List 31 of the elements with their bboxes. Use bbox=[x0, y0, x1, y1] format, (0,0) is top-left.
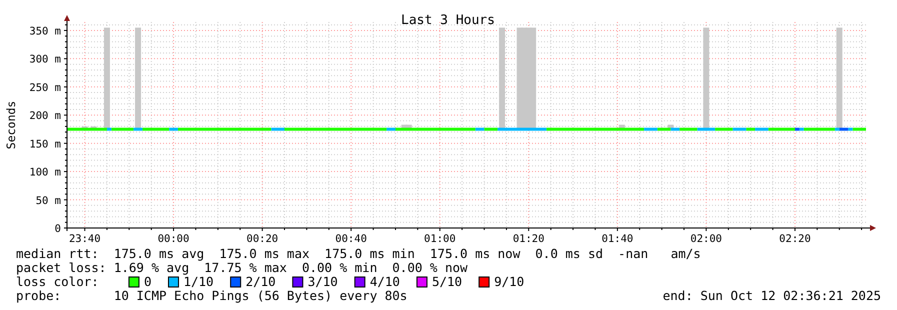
x-tick-label: 02:20 bbox=[779, 233, 811, 245]
legend-title: loss color: bbox=[16, 274, 99, 289]
legend-label: 5/10 bbox=[432, 274, 462, 289]
x-tick-label: 00:00 bbox=[158, 233, 190, 245]
chart-title: Last 3 Hours bbox=[401, 13, 495, 28]
y-tick-label: 150 m bbox=[29, 138, 61, 150]
text: packet loss: 1.69 % avg 17.75 % max 0.00 % min 0.00 % now bbox=[16, 260, 468, 275]
x-tick-label: 00:20 bbox=[246, 233, 278, 245]
x-tick-label: 23:40 bbox=[68, 233, 101, 245]
legend-label: 3/10 bbox=[308, 274, 338, 289]
x-tick-label: 00:40 bbox=[335, 233, 367, 245]
x-tick-label: 01:20 bbox=[512, 233, 544, 245]
legend-label: 4/10 bbox=[370, 274, 400, 289]
legend-label: 1/10 bbox=[183, 274, 214, 289]
y-tick-label: 350 m bbox=[29, 25, 61, 38]
legend-label: 2/10 bbox=[246, 274, 276, 289]
legend-label: 9/10 bbox=[494, 274, 524, 289]
y-tick-label: 200 m bbox=[29, 110, 61, 122]
y-tick-label: 0 bbox=[54, 223, 61, 235]
y-tick-label: 100 m bbox=[29, 166, 61, 179]
legend-label: 0 bbox=[144, 274, 152, 289]
x-tick-label: 01:00 bbox=[424, 233, 456, 245]
text: probe: 10 ICMP Echo Pings (56 Bytes) every 80s bbox=[16, 288, 408, 303]
x-tick-label: 02:00 bbox=[690, 233, 722, 245]
text: median rtt: 175.0 ms avg 175.0 ms max 175.0 ms min 175.0 ms now 0.0 ms sd -nan am/s bbox=[16, 246, 701, 261]
y-axis-title: Seconds bbox=[4, 100, 18, 150]
x-tick-label: 01:40 bbox=[602, 233, 634, 245]
y-tick-label: 250 m bbox=[29, 82, 61, 94]
y-tick-label: 50 m bbox=[36, 194, 61, 207]
text: end: Sun Oct 12 02:36:21 2025 bbox=[662, 288, 881, 303]
y-tick-label: 300 m bbox=[29, 54, 61, 66]
